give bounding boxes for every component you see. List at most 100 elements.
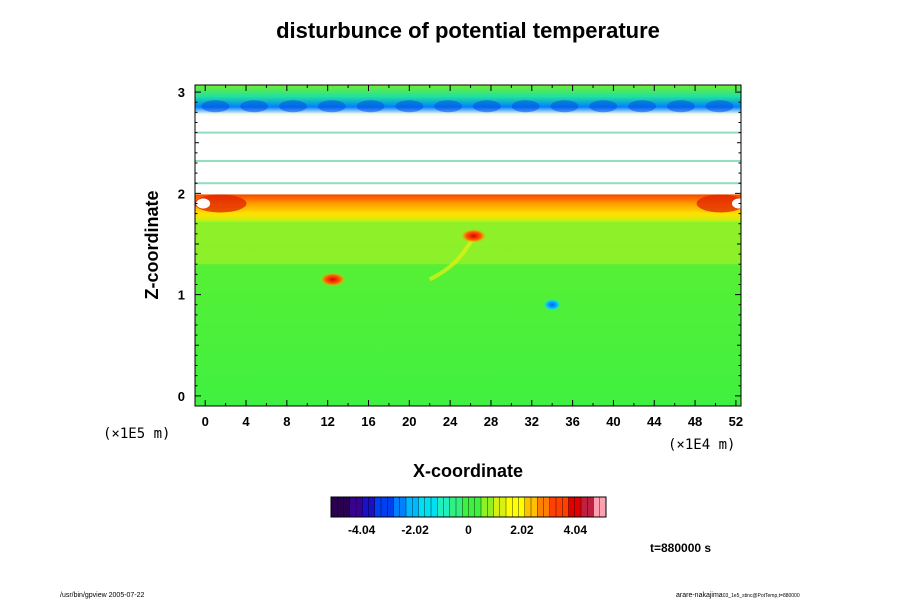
field-white-region xyxy=(195,114,741,195)
field-top-eddy xyxy=(550,100,579,113)
field-edge-white xyxy=(731,198,741,209)
field-top-eddy xyxy=(317,100,346,113)
heatmap-field xyxy=(195,85,741,406)
colorbar-cell xyxy=(418,497,426,517)
x-tick-label: 40 xyxy=(606,414,620,429)
y-unit-label: (×1E5 m) xyxy=(103,426,170,442)
colorbar xyxy=(330,496,607,518)
colorbar-cell xyxy=(362,497,369,517)
x-tick-label: 52 xyxy=(729,414,743,429)
colorbar-cell xyxy=(499,497,507,517)
field-streak-line xyxy=(195,159,741,162)
field-top-eddy xyxy=(434,100,463,113)
y-axis-ticks: 0 1 2 3 xyxy=(178,85,741,404)
field-plume xyxy=(428,237,475,282)
x-tick-label: 12 xyxy=(320,414,334,429)
colorbar-cell xyxy=(474,497,482,517)
colorbar-tick-label: -4.04 xyxy=(348,523,376,537)
colorbar-cell xyxy=(537,497,544,517)
colorbar-cell xyxy=(349,497,357,517)
x-tick-label: 48 xyxy=(688,414,702,429)
y-tick-label: 0 xyxy=(178,389,185,404)
colorbar-cell xyxy=(531,497,538,517)
colorbar-cell xyxy=(356,497,363,517)
colorbar-cell xyxy=(556,497,563,517)
chart-title: disturbunce of potential temperature xyxy=(276,18,660,43)
colorbar-tick-label: -2.02 xyxy=(401,523,429,537)
colorbar-cell xyxy=(412,497,419,517)
colorbar-cell xyxy=(456,497,463,517)
colorbar-cell xyxy=(337,497,344,517)
colorbar-cell xyxy=(568,497,576,517)
field-streak-line xyxy=(195,182,741,185)
field-top-eddy xyxy=(705,100,734,113)
y-axis-label: Z-coordinate xyxy=(142,190,162,299)
field-hot-blob xyxy=(460,228,487,243)
colorbar-tick-label: 4.04 xyxy=(564,523,588,537)
colorbar-cell xyxy=(587,497,594,517)
field-top-eddy xyxy=(666,100,695,113)
x-tick-label: 24 xyxy=(443,414,458,429)
footer-right-small: 03_1e5_stinc@PotTemp,t=880000 xyxy=(723,593,800,599)
x-tick-label: 4 xyxy=(242,414,250,429)
colorbar-cell xyxy=(599,497,607,517)
plot-frame xyxy=(194,84,742,407)
field-top-eddy xyxy=(472,100,501,113)
x-tick-label: 8 xyxy=(283,414,290,429)
y-tick-label: 1 xyxy=(178,288,185,303)
colorbar-cell xyxy=(462,497,469,517)
field-top-eddy xyxy=(511,100,540,113)
colorbar-cell xyxy=(381,497,388,517)
colorbar-cell xyxy=(518,497,526,517)
colorbar-cell xyxy=(468,497,476,517)
colorbar-cell xyxy=(549,497,557,517)
field-top-eddy xyxy=(356,100,385,113)
colorbar-cell xyxy=(331,497,338,517)
footer-left: /usr/bin/gpview 2005-07-22 xyxy=(60,592,145,599)
colorbar-cell xyxy=(512,497,519,517)
colorbar-cell xyxy=(424,497,432,517)
colorbar-cell xyxy=(437,497,444,517)
colorbar-cell xyxy=(562,497,569,517)
y-tick-label: 2 xyxy=(178,186,185,201)
field-hot-blob xyxy=(319,272,346,287)
colorbar-cell xyxy=(574,497,582,517)
colorbar-cell xyxy=(506,497,513,517)
field-top-eddy xyxy=(395,100,424,113)
x-axis-ticks: 0 4 8 12 16 20 24 28 32 36 40 44 48 52 xyxy=(202,85,743,429)
colorbar-tick-label: 0 xyxy=(465,523,472,537)
colorbar-cell xyxy=(487,497,494,517)
colorbar-frame xyxy=(330,496,607,518)
field-top-band xyxy=(195,85,741,115)
time-label: t=880000 s xyxy=(650,541,711,555)
y-tick-label: 3 xyxy=(178,85,185,100)
x-tick-label: 32 xyxy=(525,414,539,429)
x-tick-label: 28 xyxy=(484,414,498,429)
field-top-eddy xyxy=(201,100,230,113)
colorbar-cell xyxy=(399,497,407,517)
x-axis-label: X-coordinate xyxy=(413,461,523,481)
colorbar-cell xyxy=(431,497,438,517)
colorbar-cell xyxy=(443,497,451,517)
field-top-eddy xyxy=(589,100,618,113)
field-top-eddy xyxy=(240,100,269,113)
x-tick-label: 36 xyxy=(565,414,579,429)
field-edge-white xyxy=(196,198,211,209)
field-warm-band xyxy=(195,194,741,222)
colorbar-cell xyxy=(524,497,532,517)
colorbar-cell xyxy=(368,497,376,517)
colorbar-cell xyxy=(449,497,457,517)
x-tick-label: 16 xyxy=(361,414,375,429)
colorbar-cell xyxy=(593,497,601,517)
colorbar-tick-label: 2.02 xyxy=(510,523,534,537)
colorbar-ticks: -4.04 -2.02 0 2.02 4.04 xyxy=(348,523,587,537)
field-cool-blob xyxy=(543,298,562,311)
colorbar-cell xyxy=(393,497,401,517)
x-tick-label: 0 xyxy=(202,414,209,429)
colorbar-cell xyxy=(343,497,351,517)
x-tick-label: 20 xyxy=(402,414,416,429)
field-top-eddy xyxy=(628,100,657,113)
field-streak-line xyxy=(195,131,741,134)
colorbar-cell xyxy=(481,497,488,517)
